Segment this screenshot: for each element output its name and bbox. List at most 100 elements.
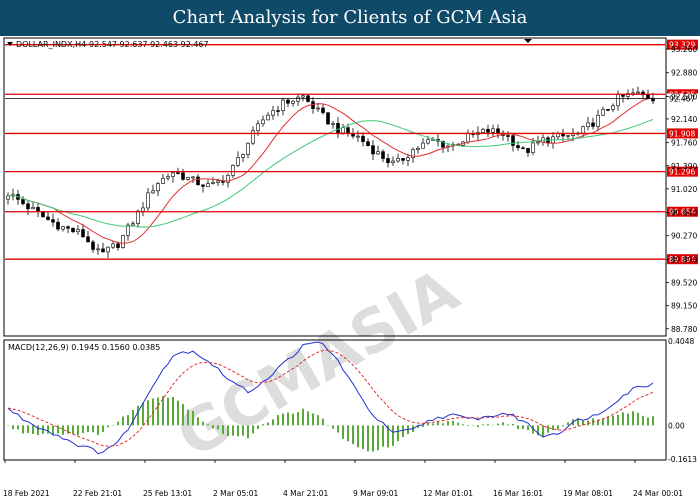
candle-body	[391, 160, 395, 164]
macd-histogram-bar	[162, 396, 164, 426]
macd-histogram-bar	[607, 417, 609, 426]
macd-histogram-bar	[52, 425, 54, 436]
chart-area: GCMASIA 93.32992.53591.90891.29690.65489…	[3, 37, 698, 498]
candle	[166, 173, 170, 181]
candle-body	[181, 172, 185, 180]
candle	[326, 112, 330, 125]
candle	[386, 153, 390, 168]
candle	[66, 225, 70, 234]
candle	[96, 243, 100, 255]
macd-histogram-bar	[462, 424, 464, 426]
price-panel	[3, 37, 667, 337]
candle-body	[81, 229, 85, 238]
candle	[86, 230, 90, 243]
macd-histogram-bar	[177, 400, 179, 426]
macd-histogram-bar	[347, 425, 349, 442]
candle	[246, 142, 250, 159]
candle-body	[506, 135, 510, 137]
y-tick-label: 89.520	[671, 279, 697, 288]
axis-layer: 93.32992.53591.90891.29690.65489.89492.4…	[3, 39, 698, 498]
macd-histogram-bar	[422, 425, 424, 427]
candle	[531, 137, 535, 156]
candle-body	[111, 243, 115, 248]
macd-histogram-bar	[402, 425, 404, 438]
candle-body	[156, 183, 160, 192]
level-label: 89.894	[669, 255, 695, 264]
macd-histogram-bar	[57, 425, 59, 434]
macd-histogram-bar	[372, 425, 374, 452]
macd-histogram-bar	[232, 425, 234, 436]
macd-histogram-bar	[577, 418, 579, 426]
candle	[636, 86, 640, 94]
macd-histogram-bar	[417, 425, 419, 428]
macd-histogram-bar	[307, 411, 309, 426]
macd-histogram-bar	[312, 413, 314, 426]
candle-body	[626, 93, 630, 97]
candle	[61, 225, 65, 232]
candle-body	[611, 105, 615, 110]
candle-body	[216, 180, 220, 183]
y-tick-label: 92.500	[671, 92, 697, 101]
macd-histogram-bar	[397, 425, 399, 442]
chart-title: Chart Analysis for Clients of GCM Asia	[0, 0, 700, 36]
candle	[331, 120, 335, 129]
macd-histogram-bar	[392, 425, 394, 446]
candle	[356, 130, 360, 143]
candle	[291, 99, 295, 107]
candle-body	[646, 94, 650, 99]
candle	[276, 105, 280, 117]
macd-histogram-bar	[622, 412, 624, 426]
macd-histogram-bar	[562, 425, 564, 427]
candle-body	[166, 176, 170, 179]
macd-histogram-bar	[317, 415, 319, 426]
candle	[601, 106, 605, 116]
level-label: 91.908	[669, 129, 695, 138]
candle-body	[486, 128, 490, 133]
candle	[606, 109, 610, 112]
macd-histogram-bar	[497, 423, 499, 426]
candle	[361, 132, 365, 147]
candle-body	[296, 96, 300, 102]
candle-body	[66, 226, 70, 229]
macd-histogram-bar	[362, 425, 364, 450]
candle-body	[176, 172, 180, 175]
macd-histogram-bar	[567, 422, 569, 426]
macd-histogram-bar	[342, 425, 344, 439]
macd-histogram-bar	[97, 425, 99, 436]
macd-histogram-bar	[617, 414, 619, 426]
macd-histogram-bar	[457, 422, 459, 426]
macd-histogram-bar	[632, 411, 634, 426]
macd-histogram-bar	[502, 422, 504, 426]
candle	[281, 97, 285, 116]
macd-histogram-bar	[532, 425, 534, 434]
macd-histogram-bar	[262, 424, 264, 426]
current-price-tag	[667, 93, 698, 104]
x-tick-label: 12 Mar 01:01	[423, 489, 473, 498]
candle	[101, 243, 105, 253]
candle-body	[136, 210, 140, 224]
candle-body	[211, 182, 215, 184]
y-tick-label: 91.760	[671, 139, 697, 148]
candle-body	[636, 91, 640, 94]
candle-body	[581, 126, 585, 134]
y-tick-label: 92.880	[671, 69, 697, 78]
candle-body	[61, 226, 65, 230]
x-tick-label: 19 Mar 08:01	[563, 489, 613, 498]
candle	[521, 145, 525, 150]
ohlc-label: 92.547 92.637 92.463 92.467	[89, 40, 209, 49]
moving-average-slow	[7, 119, 654, 228]
macd-histogram-bar	[427, 423, 429, 426]
candle	[176, 167, 180, 175]
candle-body	[426, 139, 430, 144]
candle-body	[131, 223, 135, 226]
symbol-dropdown-icon[interactable]	[7, 42, 13, 46]
macd-histogram-bar	[112, 424, 114, 426]
macd-histogram-bar	[227, 425, 229, 436]
candle-body	[616, 94, 620, 107]
macd-histogram-bar	[92, 425, 94, 433]
candle	[491, 124, 495, 137]
candle	[241, 153, 245, 163]
candle	[611, 103, 615, 113]
level-tag	[667, 39, 698, 50]
macd-histogram-bar	[277, 415, 279, 426]
